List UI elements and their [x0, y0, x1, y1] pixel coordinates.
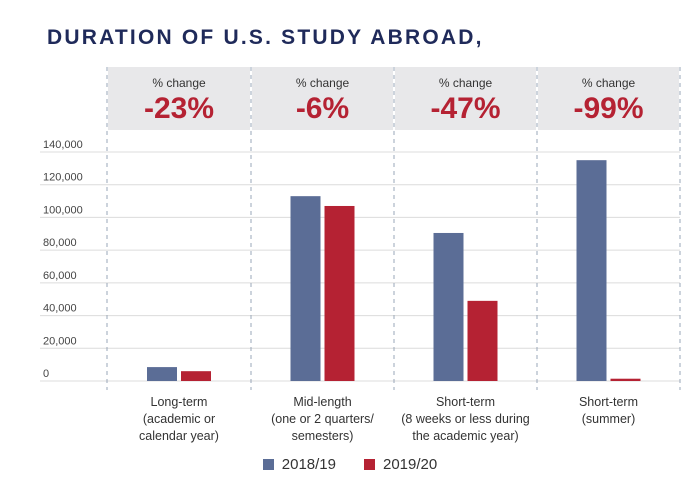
change-label: % change [152, 76, 206, 90]
change-panel [108, 67, 250, 130]
category-label: (academic or [143, 412, 215, 426]
category-label: Short-term [579, 395, 638, 409]
legend-swatch-2019-20 [364, 459, 375, 470]
bar-2019-20 [610, 378, 641, 381]
legend: 2018/19 2019/20 [0, 456, 700, 473]
y-tick-label: 120,000 [43, 172, 83, 184]
legend-item-2019-20: 2019/20 [364, 456, 437, 473]
y-tick-label: 140,000 [43, 139, 83, 151]
chart-title: DURATION OF U.S. STUDY ABROAD, [47, 26, 484, 49]
bar-2018-19 [147, 367, 177, 381]
category-label: semesters) [292, 429, 354, 443]
bar-2019-20 [181, 371, 211, 381]
change-value: -47% [430, 92, 500, 125]
legend-item-2018-19: 2018/19 [262, 456, 336, 473]
category-label: (summer) [582, 412, 635, 426]
bar-2018-19 [433, 232, 464, 381]
change-panel [395, 67, 536, 130]
bar-2018-19 [576, 160, 607, 381]
change-label: % change [296, 76, 350, 90]
legend-label-2018-19: 2018/19 [281, 456, 336, 473]
change-label: % change [582, 76, 636, 90]
category-label: (one or 2 quarters/ [271, 412, 374, 426]
change-value: -6% [296, 92, 349, 125]
y-tick-label: 100,000 [43, 204, 83, 216]
change-label: % change [439, 76, 493, 90]
y-tick-label: 20,000 [43, 335, 77, 347]
change-panel [538, 67, 679, 130]
change-value: -23% [144, 92, 214, 125]
category-label: (8 weeks or less during [401, 412, 530, 426]
bar-chart: 140,000 120,000 100,000 80,000 60,000 40,000 2… [40, 67, 681, 443]
legend-label-2019-20: 2019/20 [383, 456, 438, 473]
y-tick-label: 0 [43, 368, 49, 380]
y-tick-label: 80,000 [43, 237, 77, 249]
y-tick-label: 40,000 [43, 303, 77, 315]
category-label: Short-term [436, 395, 495, 409]
bar-2018-19 [290, 196, 321, 381]
legend-swatch-2018-19 [262, 459, 274, 470]
category-label: the academic year) [412, 429, 518, 443]
category-label: Mid-length [293, 395, 351, 409]
y-tick-label: 60,000 [43, 270, 77, 282]
bar-2019-20 [467, 300, 498, 381]
category-label: Long-term [151, 395, 208, 409]
bar-2019-20 [324, 205, 355, 381]
change-value: -99% [573, 92, 643, 125]
change-panel [252, 67, 393, 130]
category-label: calendar year) [139, 429, 219, 443]
